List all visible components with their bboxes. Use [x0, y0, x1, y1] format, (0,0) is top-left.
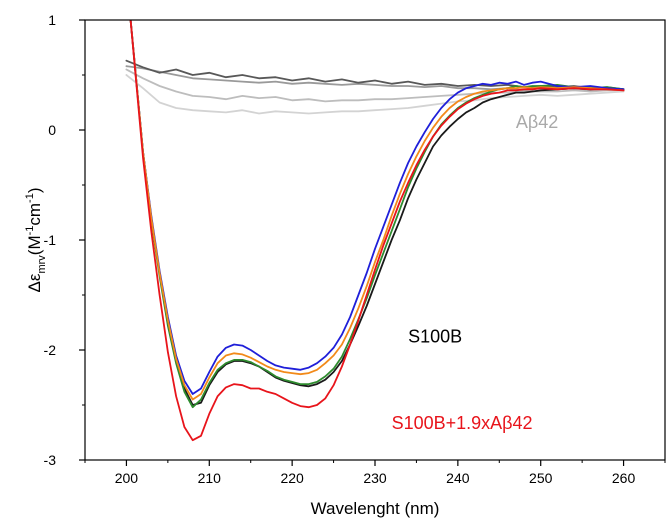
x-axis-title: Wavelenght (nm)	[311, 499, 440, 518]
x-tick-label-0: 200	[115, 470, 139, 486]
series-line-4	[125, 74, 625, 115]
axes-layer: 200 210 220 230 240 250 260 1 0 -1 -2 -3	[44, 12, 666, 486]
series-line-7	[129, 20, 625, 395]
series-line-6	[129, 20, 625, 409]
x-tick-label-5: 250	[529, 470, 553, 486]
x-tick-label-6: 260	[612, 470, 636, 486]
series-label-2: S100B	[408, 326, 462, 346]
y-axis-title-open: (M	[25, 235, 44, 255]
series-line-3	[125, 68, 625, 103]
x-tick-label-1: 210	[198, 470, 222, 486]
y-tick-label-2: -1	[44, 232, 57, 248]
series-line-5	[129, 20, 625, 406]
series-label-3: S100B+1.9xAβ42	[392, 413, 533, 433]
y-axis-title-delta: Δ	[25, 281, 44, 292]
y-axis-title-subscript: mrv	[36, 255, 48, 274]
y-axis-title-epsilon: ε	[25, 273, 44, 281]
x-tick-label-2: 220	[280, 470, 304, 486]
y-axis-title-middle: cm	[25, 203, 44, 226]
y-axis-title-close: )	[25, 187, 44, 193]
x-tick-label-4: 240	[446, 470, 470, 486]
series-line-9	[129, 20, 625, 442]
y-axis-title: Δεmrv(M-1cm-1)	[24, 187, 48, 292]
y-tick-label-4: -3	[44, 452, 57, 468]
y-tick-label-1: 0	[48, 122, 56, 138]
y-tick-label-0: 1	[48, 12, 56, 28]
y-axis-title-sup2: -1	[24, 193, 36, 203]
y-tick-label-3: -2	[44, 342, 57, 358]
series-layer	[125, 20, 625, 442]
series-line-8	[129, 20, 625, 401]
annotation-layer: Aβ42 S100B S100B+1.9xAβ42	[392, 112, 559, 433]
y-axis-title-sup1: -1	[24, 226, 36, 236]
x-tick-label-3: 230	[363, 470, 387, 486]
series-label-1: Aβ42	[516, 112, 558, 132]
